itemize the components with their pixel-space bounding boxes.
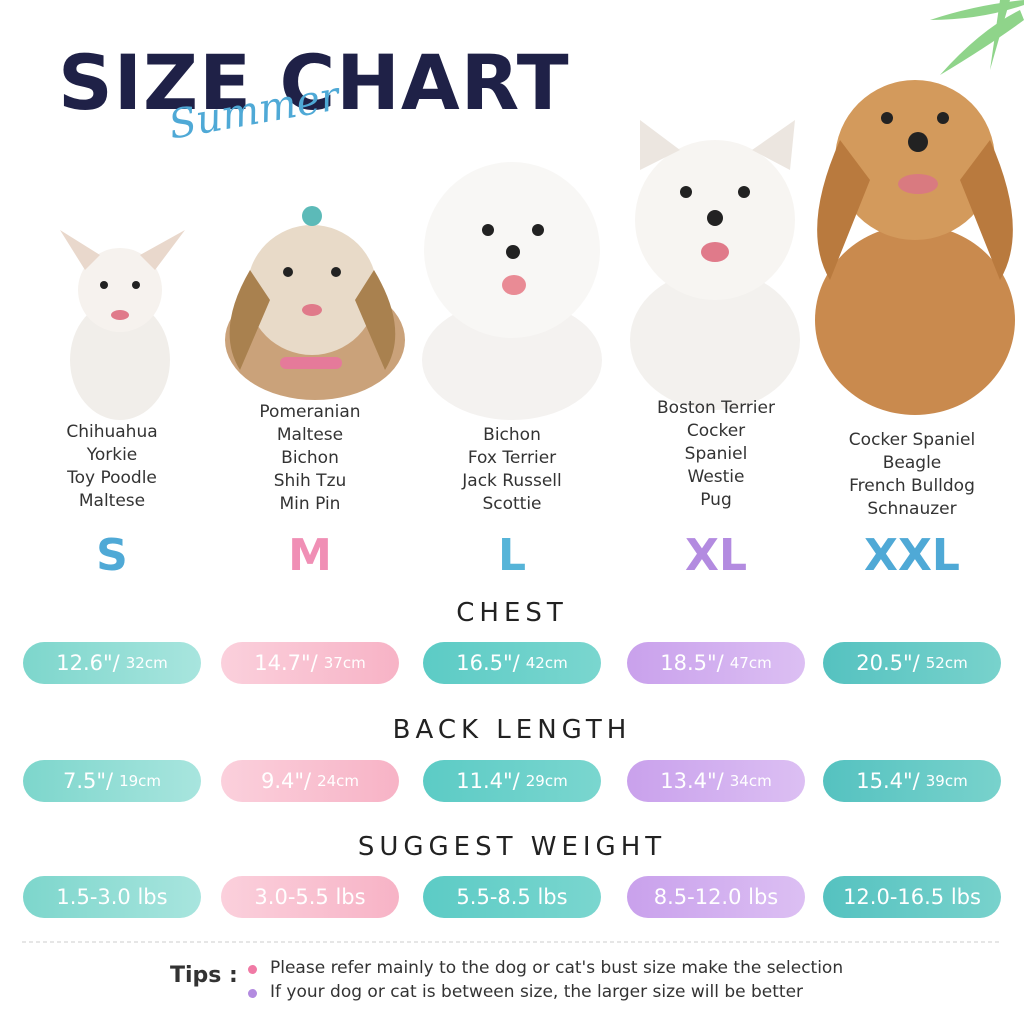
breed: Toy Poodle [67, 468, 157, 488]
breed: French Bulldog [849, 476, 975, 496]
tip: Please refer mainly to the dog or cat's … [270, 958, 844, 978]
breed: Westie [687, 467, 745, 487]
breed: Chihuahua [66, 422, 158, 442]
weight-pill: 3.0-5.5 lbs [221, 876, 399, 918]
inch-value: 20.5"/ [856, 651, 920, 675]
size-label: S [96, 530, 128, 581]
cm-value: 34cm [729, 772, 772, 790]
breed: Cocker Spaniel [848, 430, 976, 450]
breed: Cocker [686, 421, 746, 441]
cm-value: 19cm [119, 772, 162, 790]
section-title: SUGGEST WEIGHT [357, 832, 667, 862]
measure-pill: 12.6"/ 32cm [23, 642, 201, 684]
breed-list: Chihuahua Yorkie Toy Poodle Maltese [12, 421, 212, 513]
size-label: L [497, 530, 527, 581]
section-title: BACK LENGTH [392, 715, 632, 745]
cm-value: 32cm [125, 654, 168, 672]
cm-value: 29cm [525, 772, 568, 790]
tips-label: Tips : [170, 963, 238, 988]
breed: Maltese [78, 491, 146, 511]
measure-pill: 16.5"/ 42cm [423, 642, 601, 684]
breed-list: Cocker Spaniel Beagle French Bulldog Schnau… [812, 429, 1012, 521]
breed: Pomeranian [259, 402, 361, 422]
weight-pill: 1.5-3.0 lbs [23, 876, 201, 918]
breed-list: Pomeranian Maltese Bichon Shih Tzu Min Pin [210, 401, 410, 516]
bullet [248, 965, 257, 974]
breed: Shih Tzu [273, 471, 347, 491]
dog-m [225, 206, 405, 400]
weight-pill: 8.5-12.0 lbs [627, 876, 805, 918]
section-title: CHEST [456, 598, 568, 628]
breed: Schnauzer [867, 499, 957, 519]
breed: Bichon [483, 425, 541, 445]
inch-value: 7.5"/ [62, 769, 114, 793]
weight-pill: 5.5-8.5 lbs [423, 876, 601, 918]
dog-s [60, 230, 185, 420]
cm-value: 42cm [525, 654, 568, 672]
breed: Pug [700, 490, 732, 510]
dog-xl [630, 120, 800, 410]
breed: Boston Terrier [657, 398, 775, 418]
measure-pill: 14.7"/ 37cm [221, 642, 399, 684]
breed: Fox Terrier [467, 448, 557, 468]
cm-value: 24cm [317, 772, 360, 790]
dog-xxl [815, 80, 1015, 415]
measure-pill: 13.4"/ 34cm [627, 760, 805, 802]
cm-value: 39cm [925, 772, 968, 790]
measure-pill: 18.5"/ 47cm [627, 642, 805, 684]
size-label: XL [685, 530, 747, 581]
breed: Beagle [882, 453, 942, 473]
inch-value: 18.5"/ [660, 651, 724, 675]
inch-value: 11.4"/ [456, 769, 520, 793]
breed: Min Pin [279, 494, 341, 514]
title: SIZE CHART [58, 38, 570, 127]
breed: Yorkie [86, 445, 138, 465]
inch-value: 14.7"/ [254, 651, 318, 675]
cm-value: 52cm [925, 654, 968, 672]
measure-pill: 20.5"/ 52cm [823, 642, 1001, 684]
leaves [930, 0, 1024, 75]
measure-pill: 9.4"/ 24cm [221, 760, 399, 802]
breed: Spaniel [684, 444, 748, 464]
measure-pill: 11.4"/ 29cm [423, 760, 601, 802]
inch-value: 9.4"/ [260, 769, 312, 793]
cm-value: 47cm [729, 654, 772, 672]
dog-l [422, 162, 602, 420]
breed-list: Bichon Fox Terrier Jack Russell Scottie [412, 424, 612, 516]
breed: Bichon [281, 448, 339, 468]
breed: Jack Russell [462, 471, 562, 491]
measure-pill: 7.5"/ 19cm [23, 760, 201, 802]
inch-value: 15.4"/ [856, 769, 920, 793]
inch-value: 16.5"/ [456, 651, 520, 675]
breed: Scottie [482, 494, 542, 514]
bullet [248, 989, 257, 998]
measure-pill: 15.4"/ 39cm [823, 760, 1001, 802]
inch-value: 12.6"/ [56, 651, 120, 675]
cm-value: 37cm [323, 654, 366, 672]
tip: If your dog or cat is between size, the … [270, 982, 804, 1002]
breed-list: Boston Terrier Cocker Spaniel Westie Pug [616, 397, 816, 512]
inch-value: 13.4"/ [660, 769, 724, 793]
size-label: XXL [864, 530, 960, 581]
size-label: M [288, 530, 332, 581]
weight-pill: 12.0-16.5 lbs [823, 876, 1001, 918]
breed: Maltese [276, 425, 344, 445]
